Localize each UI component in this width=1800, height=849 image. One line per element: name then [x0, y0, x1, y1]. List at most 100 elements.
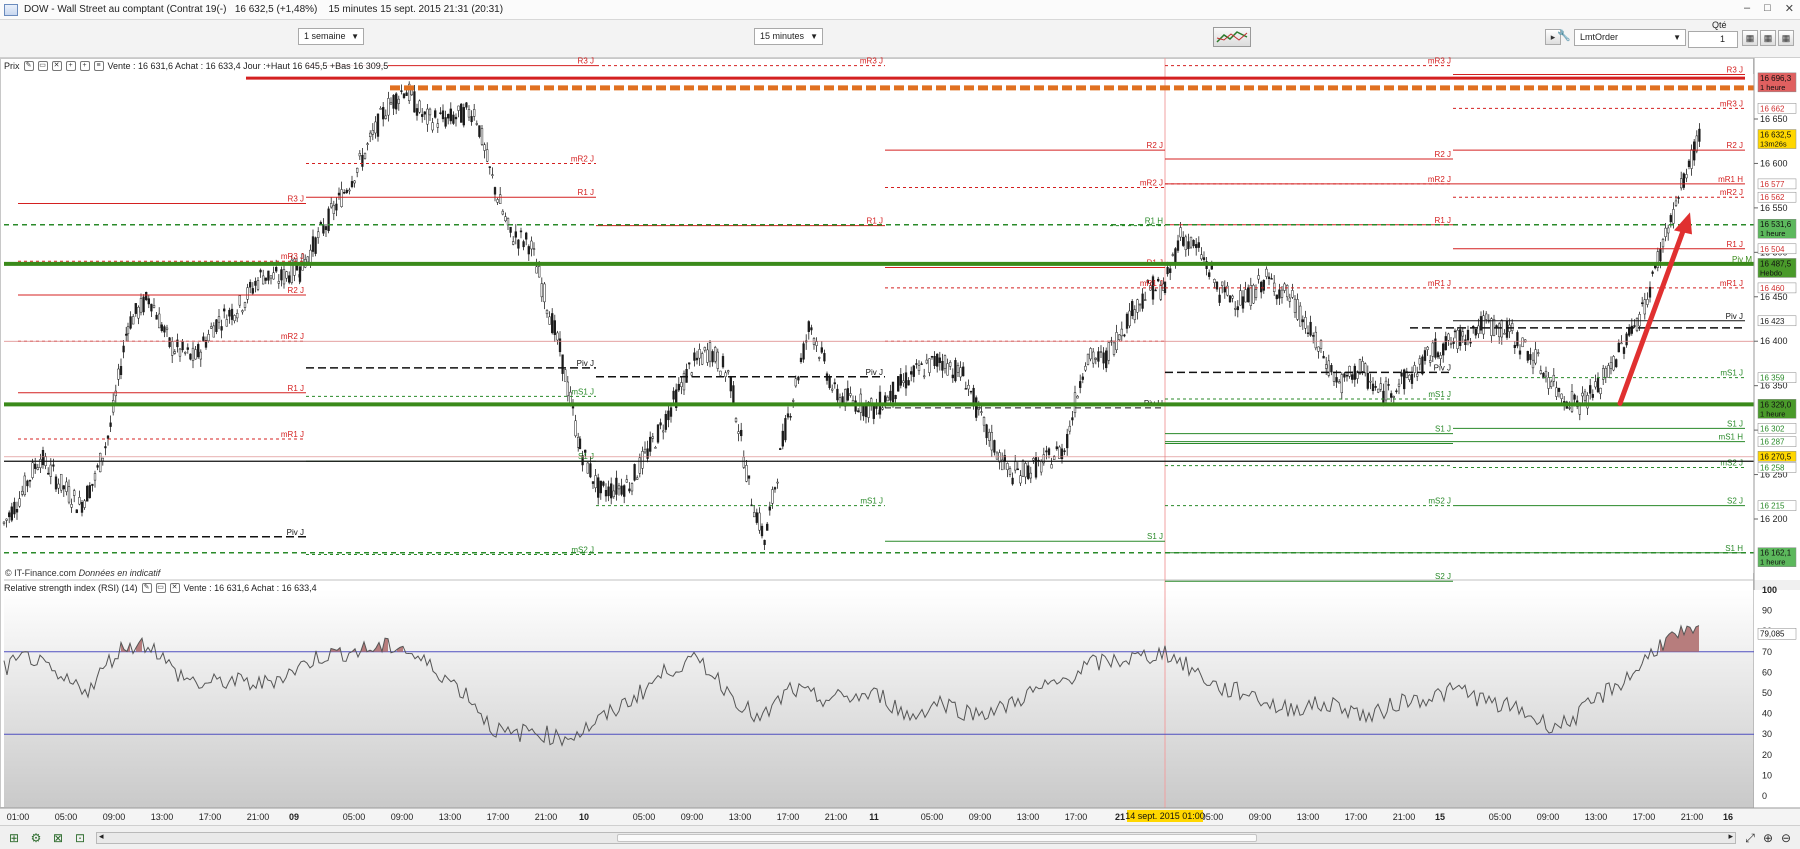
- grid-icon[interactable]: ⊡: [74, 831, 86, 845]
- candle-body: [1537, 352, 1540, 354]
- candle-body: [254, 280, 257, 286]
- candle-body: [548, 316, 551, 325]
- add-indicator-icon[interactable]: +: [79, 61, 90, 71]
- candle-body: [509, 226, 512, 233]
- wrench-icon[interactable]: ✎: [23, 61, 34, 71]
- sell-order-button[interactable]: ▦: [1760, 30, 1776, 46]
- candle-body: [519, 230, 523, 233]
- order-expand-button[interactable]: ▸: [1545, 29, 1561, 45]
- chart-type-icon: [1216, 31, 1248, 43]
- minimize-button[interactable]: –: [1744, 2, 1751, 14]
- interval-select[interactable]: 15 minutes ▼: [754, 28, 823, 45]
- chart-tools-icon[interactable]: ⊞: [8, 831, 20, 845]
- candle-body: [1146, 279, 1149, 284]
- candle-body: [176, 339, 179, 348]
- price-chart[interactable]: R3 J mR3 J R2 J mR2 J R1 J mR1 J Piv J R3 J mR2 …: [0, 0, 1800, 825]
- candle-body: [1063, 450, 1066, 452]
- candle-body: [672, 390, 675, 400]
- candle-body: [967, 384, 970, 390]
- candle-body: [998, 452, 1001, 463]
- price-badge-value: 16 258: [1760, 463, 1785, 472]
- candle-body: [527, 246, 530, 255]
- candle-body: [462, 107, 465, 126]
- buy-order-button[interactable]: ▦: [1742, 30, 1758, 46]
- candle-body: [1392, 396, 1395, 398]
- list-icon[interactable]: ≡: [93, 61, 104, 71]
- window-icon[interactable]: ▭: [37, 61, 48, 71]
- candle-body: [1397, 383, 1401, 387]
- price-badge: [1757, 178, 1797, 190]
- candle-body: [917, 365, 921, 371]
- level-label: mR2 J: [1720, 188, 1743, 197]
- candle-body: [1560, 393, 1563, 399]
- price-badge-sub: Hebdo: [1760, 268, 1782, 277]
- candle-body: [1291, 290, 1294, 298]
- candle-body: [1687, 160, 1691, 167]
- price-badge-value: 16 562: [1760, 193, 1785, 202]
- candle-body: [444, 117, 447, 127]
- candle-body: [1429, 360, 1432, 363]
- title-bar: DOW - Wall Street au comptant (Contrat 1…: [0, 0, 1800, 20]
- price-badge: [1757, 372, 1797, 383]
- candle-body: [1464, 339, 1467, 346]
- candle-body: [1405, 371, 1408, 378]
- scroll-thumb[interactable]: [617, 834, 1257, 842]
- candle-body: [1008, 468, 1012, 475]
- candle-body: [949, 362, 952, 367]
- candle-body: [938, 357, 941, 363]
- price-pane-name: Prix: [4, 61, 20, 71]
- zoom-in-icon[interactable]: ⊕: [1762, 831, 1774, 845]
- window-icon[interactable]: ▭: [155, 583, 166, 593]
- candle-body: [897, 376, 900, 392]
- candle-body: [501, 210, 504, 215]
- chart-type-button[interactable]: [1213, 27, 1251, 47]
- candle-body: [15, 509, 19, 513]
- candle-body: [1171, 254, 1174, 256]
- candle-body: [1131, 301, 1134, 317]
- level-label: Piv M: [1732, 255, 1752, 264]
- close-button[interactable]: ✕: [1784, 3, 1794, 15]
- chevron-left-icon[interactable]: ◂: [99, 831, 104, 841]
- candle-body: [262, 275, 265, 285]
- chevron-right-icon[interactable]: ▸: [1728, 831, 1733, 841]
- zoom-fit-icon[interactable]: ⤢: [1745, 831, 1755, 845]
- candle-body: [340, 189, 343, 207]
- maximize-button[interactable]: □: [1764, 2, 1771, 14]
- candle-body: [933, 356, 936, 367]
- indicator-icon[interactable]: ⚙: [30, 831, 42, 845]
- time-axis-label: 17:00: [487, 812, 510, 822]
- close-icon[interactable]: ✕: [169, 583, 180, 593]
- candle-body: [1426, 346, 1429, 350]
- candle-body: [1552, 374, 1555, 382]
- candle-body: [740, 429, 743, 437]
- candle-body: [1547, 377, 1550, 389]
- wrench-icon[interactable]: 🔧: [1557, 30, 1571, 42]
- level-label: mR3 J: [281, 252, 304, 261]
- range-select[interactable]: 1 semaine ▼: [298, 28, 364, 45]
- order-settings-button[interactable]: ▦: [1778, 30, 1794, 46]
- candle-body: [1358, 359, 1362, 375]
- candle-body: [178, 348, 182, 357]
- close-icon[interactable]: ✕: [51, 61, 62, 71]
- candle-body: [1500, 320, 1503, 338]
- qty-stepper[interactable]: 1: [1688, 31, 1738, 48]
- candle-body: [241, 310, 244, 313]
- time-axis-label: 09:00: [391, 812, 414, 822]
- level-label: mR2 J: [281, 332, 304, 341]
- candle-body: [460, 103, 463, 123]
- price-badge-value: 16 329,0: [1760, 400, 1792, 409]
- candle-body: [1672, 209, 1675, 224]
- wrench-icon[interactable]: ✎: [141, 583, 152, 593]
- candle-body: [282, 269, 286, 285]
- candle-body: [158, 313, 161, 329]
- price-badge-value: 16 460: [1760, 284, 1785, 293]
- candle-body: [1267, 276, 1271, 279]
- zoom-out-icon[interactable]: ⊖: [1780, 831, 1792, 845]
- time-scrollbar[interactable]: ◂ ▸: [96, 831, 1736, 844]
- compare-icon[interactable]: ⊠: [52, 831, 64, 845]
- order-type-select[interactable]: LmtOrder ▼: [1574, 29, 1686, 46]
- price-badge-value: 16 696,3: [1760, 74, 1792, 83]
- add-icon[interactable]: +: [65, 61, 76, 71]
- candle-body: [535, 266, 538, 274]
- rsi-line: [3, 624, 1700, 747]
